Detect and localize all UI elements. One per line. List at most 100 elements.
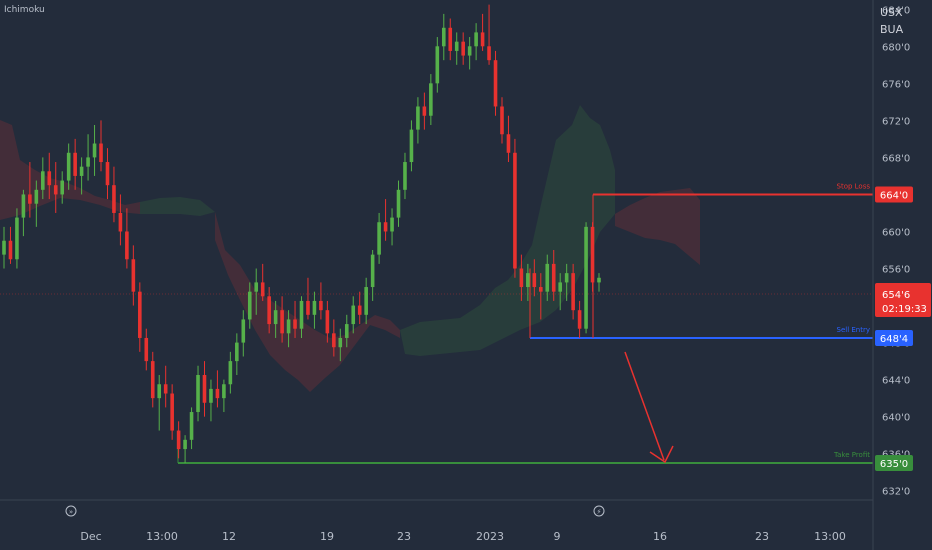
countdown-label: 02:19:33 <box>882 304 927 315</box>
candle-body <box>558 282 562 292</box>
currency-unit: USX <box>880 6 903 19</box>
candle-body <box>448 27 453 51</box>
earnings-marker-icon <box>593 505 605 517</box>
candle-body <box>183 439 187 450</box>
dividend-marker-icon <box>65 505 77 517</box>
candle-body <box>545 263 550 292</box>
candle-body <box>467 46 472 56</box>
price-tick-label: 684'0 <box>882 5 910 16</box>
time-tick-label: 23 <box>755 530 769 543</box>
level-label: Take Profit <box>833 451 870 459</box>
candle-body <box>112 185 116 213</box>
candle-body <box>377 222 381 255</box>
time-tick-label: 19 <box>320 530 334 543</box>
candle-body <box>332 333 336 348</box>
candle-body <box>241 319 246 343</box>
candle-body <box>53 185 58 195</box>
candle-body <box>280 310 284 334</box>
price-tag <box>875 329 913 346</box>
candle-body <box>92 143 97 158</box>
candle-body <box>319 300 323 311</box>
candle-body <box>293 319 297 329</box>
candle-body <box>170 393 174 431</box>
trade-levels: Stop Loss Sell Entry Take Profit <box>177 182 873 464</box>
time-tick-label: 2023 <box>476 530 504 543</box>
candle-body <box>454 41 459 51</box>
candle-body <box>590 226 595 283</box>
svg-text:»: » <box>69 508 73 516</box>
time-tick-label: 13:00 <box>814 530 846 543</box>
candle-body <box>86 157 90 167</box>
price-tags: 664'0 648'4 635'0 654'6 02:19:33 <box>875 186 931 471</box>
candle-body <box>357 305 362 315</box>
candle-body <box>41 171 45 190</box>
candle-body <box>429 83 433 116</box>
candle-body <box>150 361 155 399</box>
candle-body <box>416 106 420 130</box>
time-axis-background <box>0 500 932 550</box>
candle-body <box>28 194 32 204</box>
candle-body <box>500 106 504 135</box>
time-tick-label: Dec <box>80 530 101 543</box>
price-tick-label: 680'0 <box>882 42 910 53</box>
price-tag <box>875 186 913 203</box>
price-tag-label: 635'0 <box>880 459 908 470</box>
candle-body <box>571 273 575 311</box>
cloud-bullish-left <box>140 197 215 216</box>
candle-body <box>306 300 310 315</box>
candle-body <box>364 287 368 315</box>
candle-body <box>325 310 330 334</box>
candle-body <box>493 60 498 107</box>
candle-body <box>538 287 543 292</box>
candle-body <box>351 305 356 325</box>
candle-body <box>396 189 401 218</box>
time-tick-label: 23 <box>397 530 411 543</box>
candle-body <box>15 217 19 260</box>
candle-body <box>513 152 517 269</box>
candle-body <box>99 143 103 163</box>
candle-body <box>254 282 259 292</box>
candle-body <box>79 166 84 176</box>
candle-body <box>202 375 207 403</box>
candle-body <box>144 337 149 362</box>
candle-body <box>196 375 200 413</box>
price-tick-label: 644'0 <box>882 376 910 387</box>
level-label: Stop Loss <box>837 182 871 190</box>
candle-body <box>564 273 569 283</box>
candle-body <box>422 106 427 116</box>
event-markers: » ⚡ <box>65 505 605 517</box>
candle-body <box>506 134 511 153</box>
candle-body <box>519 268 524 288</box>
candle-body <box>312 300 317 315</box>
price-tick-label: 640'0 <box>882 413 910 424</box>
price-tag-label: 664'0 <box>880 190 908 201</box>
candle-body <box>260 282 265 297</box>
candle-body <box>584 226 588 329</box>
candle-body <box>215 388 220 399</box>
candle-body <box>435 46 440 84</box>
cloud-bearish-mid <box>215 212 400 392</box>
candle-body <box>267 296 271 325</box>
candle-body <box>47 171 52 186</box>
price-tag-label: 648'4 <box>880 334 908 345</box>
price-tick-label: 668'0 <box>882 153 910 164</box>
time-tick-label: 16 <box>653 530 667 543</box>
candle-body <box>338 337 343 348</box>
cloud-bullish-mid <box>400 105 615 356</box>
time-tick-label: 13:00 <box>146 530 178 543</box>
candle-body <box>383 222 388 232</box>
candle-body <box>163 384 168 394</box>
ichimoku-cloud <box>0 105 700 392</box>
candle-body <box>66 152 71 181</box>
sell-arrow <box>624 351 674 464</box>
candle-body <box>403 162 407 190</box>
candle-body <box>532 273 537 288</box>
candle-body <box>131 259 136 292</box>
svg-text:⚡: ⚡ <box>597 508 602 516</box>
price-tick-label: 656'0 <box>882 265 910 276</box>
candle-body <box>273 310 278 325</box>
candle-body <box>138 291 142 338</box>
indicator-label[interactable]: Ichimoku <box>4 5 45 15</box>
candle-body <box>344 324 349 338</box>
